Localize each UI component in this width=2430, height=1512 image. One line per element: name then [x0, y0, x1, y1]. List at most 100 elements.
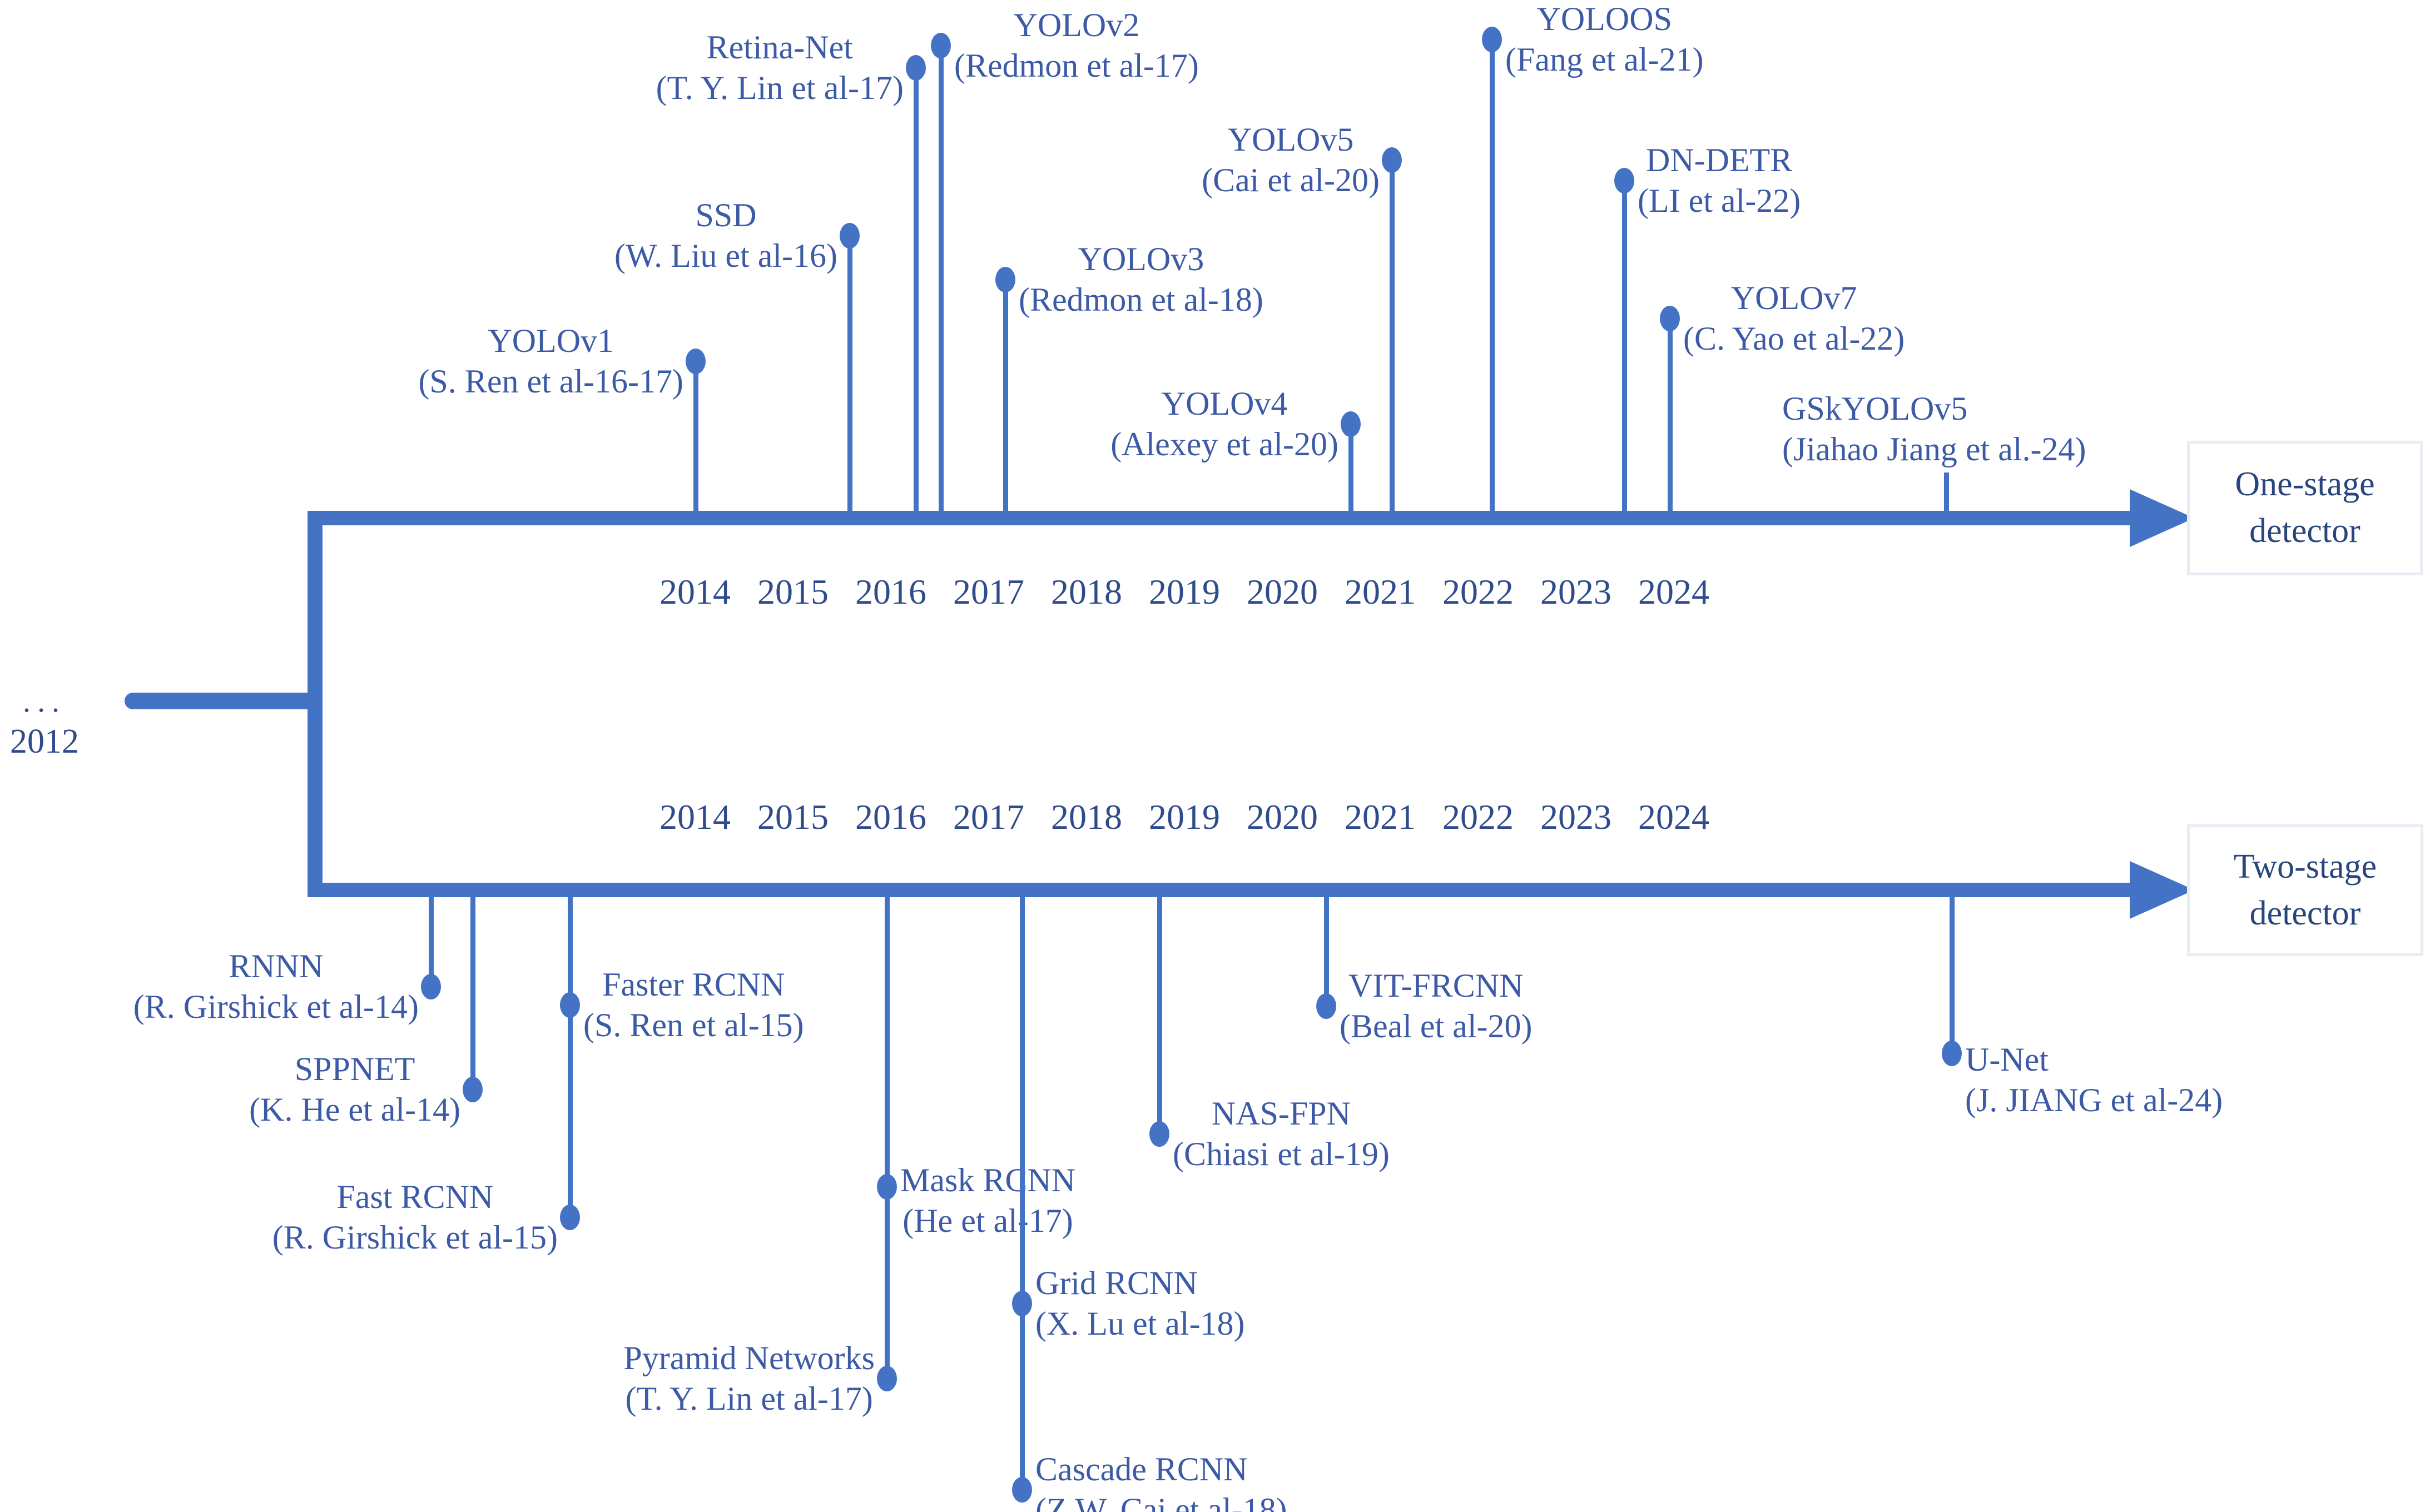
milestone-cascade-rcnn-dot	[1012, 1477, 1032, 1503]
milestone-yolov1-label: YOLOv1 (S. Ren et al-16-17)	[418, 321, 683, 402]
milestone-yolov5-stem	[1389, 160, 1395, 518]
milestone-ssd-stem	[847, 236, 852, 518]
two-stage-timeline-bar	[315, 883, 2133, 897]
milestone-vit-frcnn-name: VIT-FRCNN	[1348, 967, 1524, 1004]
milestone-yolov3-label: YOLOv3 (Redmon et al-18)	[1019, 239, 1263, 320]
milestone-yoloos-citation: (Fang et al-21)	[1505, 41, 1704, 78]
milestone-fast-rcnn-name: Fast RCNN	[336, 1178, 494, 1215]
year-label-bottom-2014: 2014	[659, 797, 731, 837]
milestone-yoloos-dot	[1482, 27, 1502, 52]
milestone-yolov7-stem	[1667, 319, 1673, 518]
milestone-faster-rcnn-name: Faster RCNN	[602, 966, 785, 1003]
two-stage-detector-box: Two-stage detector	[2187, 824, 2423, 956]
one-stage-detector-label: One-stage detector	[2235, 465, 2375, 550]
milestone-yolov4-dot	[1341, 411, 1361, 437]
milestone-yolov3-citation: (Redmon et al-18)	[1019, 281, 1263, 318]
milestone-grid-rcnn-citation: (X. Lu et al-18)	[1035, 1305, 1245, 1342]
milestone-fast-rcnn-stem	[567, 890, 573, 1217]
timeline-trunk	[308, 511, 323, 897]
milestone-rnnn-label: RNNN (R. Girshick et al-14)	[133, 946, 419, 1027]
milestone-cascade-rcnn-name: Cascade RCNN	[1035, 1451, 1248, 1488]
milestone-ssd-dot	[840, 223, 860, 248]
milestone-nas-fpn-name: NAS-FPN	[1211, 1095, 1351, 1132]
year-label-top-2014: 2014	[659, 572, 731, 611]
two-stage-detector-label: Two-stage detector	[2233, 847, 2377, 932]
milestone-yolov3-dot	[995, 267, 1015, 292]
milestone-rnnn-dot	[421, 974, 441, 999]
milestone-yolov4-stem	[1348, 424, 1353, 518]
milestone-yolov4-label: YOLOv4 (Alexey et al-20)	[1110, 384, 1338, 465]
milestone-faster-rcnn-citation: (S. Ren et al-15)	[583, 1007, 804, 1043]
milestone-yolov1-name: YOLOv1	[488, 322, 614, 359]
milestone-dn-detr-name: DN-DETR	[1645, 142, 1793, 178]
milestone-yolov2-dot	[931, 33, 951, 58]
milestone-vit-frcnn-dot	[1316, 993, 1336, 1019]
year-label-bottom-2024: 2024	[1638, 797, 1709, 837]
milestone-retina-net-dot	[906, 55, 926, 81]
one-stage-detector-box: One-stage detector	[2187, 441, 2423, 575]
milestone-yolov7-dot	[1660, 306, 1680, 331]
year-label-bottom-2021: 2021	[1345, 797, 1416, 837]
year-label-bottom-2019: 2019	[1149, 797, 1220, 837]
milestone-yolov5-citation: (Cai et al-20)	[1202, 162, 1380, 198]
milestone-gskyolov5-label: GSkYOLOv5 (Jiahao Jiang et al.-24)	[1782, 389, 2086, 470]
milestone-dn-detr-citation: (LI et al-22)	[1638, 182, 1801, 219]
milestone-yolov4-citation: (Alexey et al-20)	[1110, 426, 1338, 462]
milestone-mask-rcnn-citation: (He et al-17)	[902, 1202, 1073, 1239]
milestone-nas-fpn-stem	[1157, 890, 1162, 1134]
year-label-top-2021: 2021	[1345, 572, 1416, 611]
one-stage-timeline-bar	[315, 511, 2133, 525]
year-label-bottom-2018: 2018	[1051, 797, 1122, 837]
milestone-fast-rcnn-dot	[560, 1205, 580, 1230]
origin-year: 2012	[10, 723, 79, 760]
milestone-yolov4-name: YOLOv4	[1161, 385, 1288, 422]
milestone-grid-rcnn-name: Grid RCNN	[1035, 1265, 1198, 1301]
milestone-rnnn-citation: (R. Girshick et al-14)	[133, 988, 419, 1025]
milestone-u-net-dot	[1942, 1041, 1962, 1066]
milestone-nas-fpn-citation: (Chiasi et al-19)	[1173, 1136, 1390, 1172]
milestone-retina-net-name: Retina-Net	[706, 29, 853, 66]
milestone-ssd-citation: (W. Liu et al-16)	[614, 237, 837, 274]
milestone-ssd-label: SSD (W. Liu et al-16)	[614, 195, 837, 276]
milestone-yoloos-label: YOLOOS (Fang et al-21)	[1505, 0, 1704, 80]
milestone-yolov1-dot	[686, 349, 706, 374]
milestone-yolov7-label: YOLOv7 (C. Yao et al-22)	[1683, 278, 1905, 359]
year-label-bottom-2016: 2016	[855, 797, 926, 837]
milestone-cascade-rcnn-label: Cascade RCNN (Z.W. Cai et al-18)	[1035, 1449, 1287, 1512]
milestone-yoloos-stem	[1489, 39, 1495, 518]
milestone-u-net-citation: (J. JIANG et al-24)	[1965, 1082, 2223, 1118]
milestone-yoloos-name: YOLOOS	[1536, 1, 1672, 37]
year-label-bottom-2015: 2015	[757, 797, 829, 837]
milestone-fast-rcnn-citation: (R. Girshick et al-15)	[272, 1219, 558, 1256]
milestone-u-net-stem	[1949, 890, 1955, 1053]
milestone-vit-frcnn-stem	[1323, 890, 1329, 1006]
milestone-vit-frcnn-label: VIT-FRCNN (Beal et al-20)	[1340, 966, 1533, 1047]
milestone-pyramid-networks-dot	[877, 1366, 897, 1391]
year-label-top-2023: 2023	[1540, 572, 1611, 611]
milestone-rnnn-name: RNNN	[229, 948, 324, 984]
milestone-gskyolov5-citation: (Jiahao Jiang et al.-24)	[1782, 431, 2086, 467]
milestone-ssd-name: SSD	[695, 197, 757, 233]
year-label-top-2024: 2024	[1638, 572, 1709, 611]
milestone-grid-rcnn-label: Grid RCNN (X. Lu et al-18)	[1035, 1263, 1245, 1344]
milestone-cascade-rcnn-citation: (Z.W. Cai et al-18)	[1035, 1491, 1287, 1512]
milestone-sppnet-stem	[470, 890, 475, 1090]
milestone-nas-fpn-label: NAS-FPN (Chiasi et al-19)	[1173, 1093, 1390, 1175]
milestone-yolov5-label: YOLOv5 (Cai et al-20)	[1202, 120, 1380, 201]
milestone-yolov7-citation: (C. Yao et al-22)	[1683, 320, 1905, 357]
milestone-pyramid-networks-label: Pyramid Networks (T. Y. Lin et al-17)	[623, 1338, 875, 1419]
milestone-dn-detr-stem	[1621, 181, 1627, 518]
milestone-yolov2-label: YOLOv2 (Redmon et al-17)	[954, 5, 1199, 86]
milestone-pyramid-networks-citation: (T. Y. Lin et al-17)	[625, 1380, 873, 1417]
milestone-yolov3-stem	[1003, 280, 1008, 518]
milestone-mask-rcnn-label: Mask RCNN (He et al-17)	[900, 1160, 1075, 1241]
year-label-top-2022: 2022	[1442, 572, 1514, 611]
year-label-top-2018: 2018	[1051, 572, 1122, 611]
origin-label: ... 2012	[0, 682, 89, 762]
milestone-yolov2-citation: (Redmon et al-17)	[954, 47, 1199, 84]
milestone-yolov1-citation: (S. Ren et al-16-17)	[418, 363, 683, 400]
milestone-cascade-rcnn-stem	[1019, 890, 1025, 1490]
year-label-top-2019: 2019	[1149, 572, 1220, 611]
year-label-top-2015: 2015	[757, 572, 829, 611]
